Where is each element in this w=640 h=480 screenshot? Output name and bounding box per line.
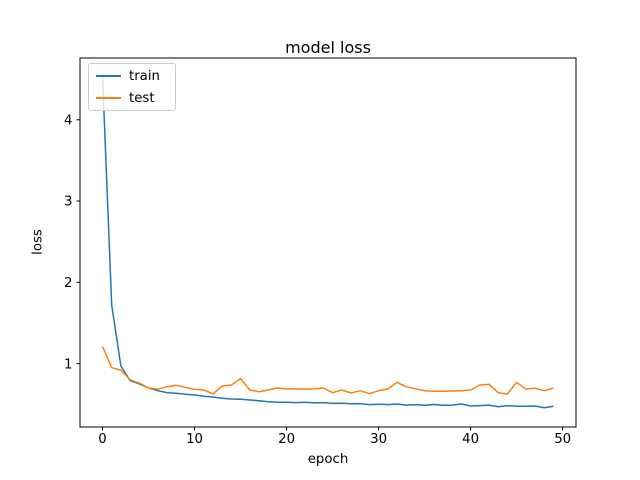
y-tick-label: 2 (64, 276, 72, 291)
chart-title: model loss (285, 38, 371, 57)
y-tick-label: 1 (64, 357, 72, 372)
x-tick-label: 40 (462, 432, 479, 447)
legend-label-test: test (129, 90, 155, 106)
x-tick-label: 20 (278, 432, 295, 447)
axes-spines (79, 57, 577, 428)
test-line-swatch (96, 97, 121, 99)
test-line (101, 346, 554, 395)
x-axis-label: epoch (307, 452, 349, 467)
legend-entry-test: test (89, 91, 175, 106)
train-line (101, 75, 554, 409)
legend: train test (88, 63, 176, 111)
legend-label-train: train (129, 68, 160, 84)
x-tick-label: 0 (98, 432, 106, 447)
y-axis-label: loss (30, 229, 46, 255)
x-tick-label: 50 (554, 432, 571, 447)
legend-entry-train: train (89, 69, 175, 84)
x-tick-label: 30 (370, 432, 387, 447)
x-tick-label: 10 (186, 432, 203, 447)
y-tick-label: 4 (64, 113, 72, 128)
train-line-swatch (96, 75, 121, 77)
y-tick-label: 3 (64, 195, 72, 210)
